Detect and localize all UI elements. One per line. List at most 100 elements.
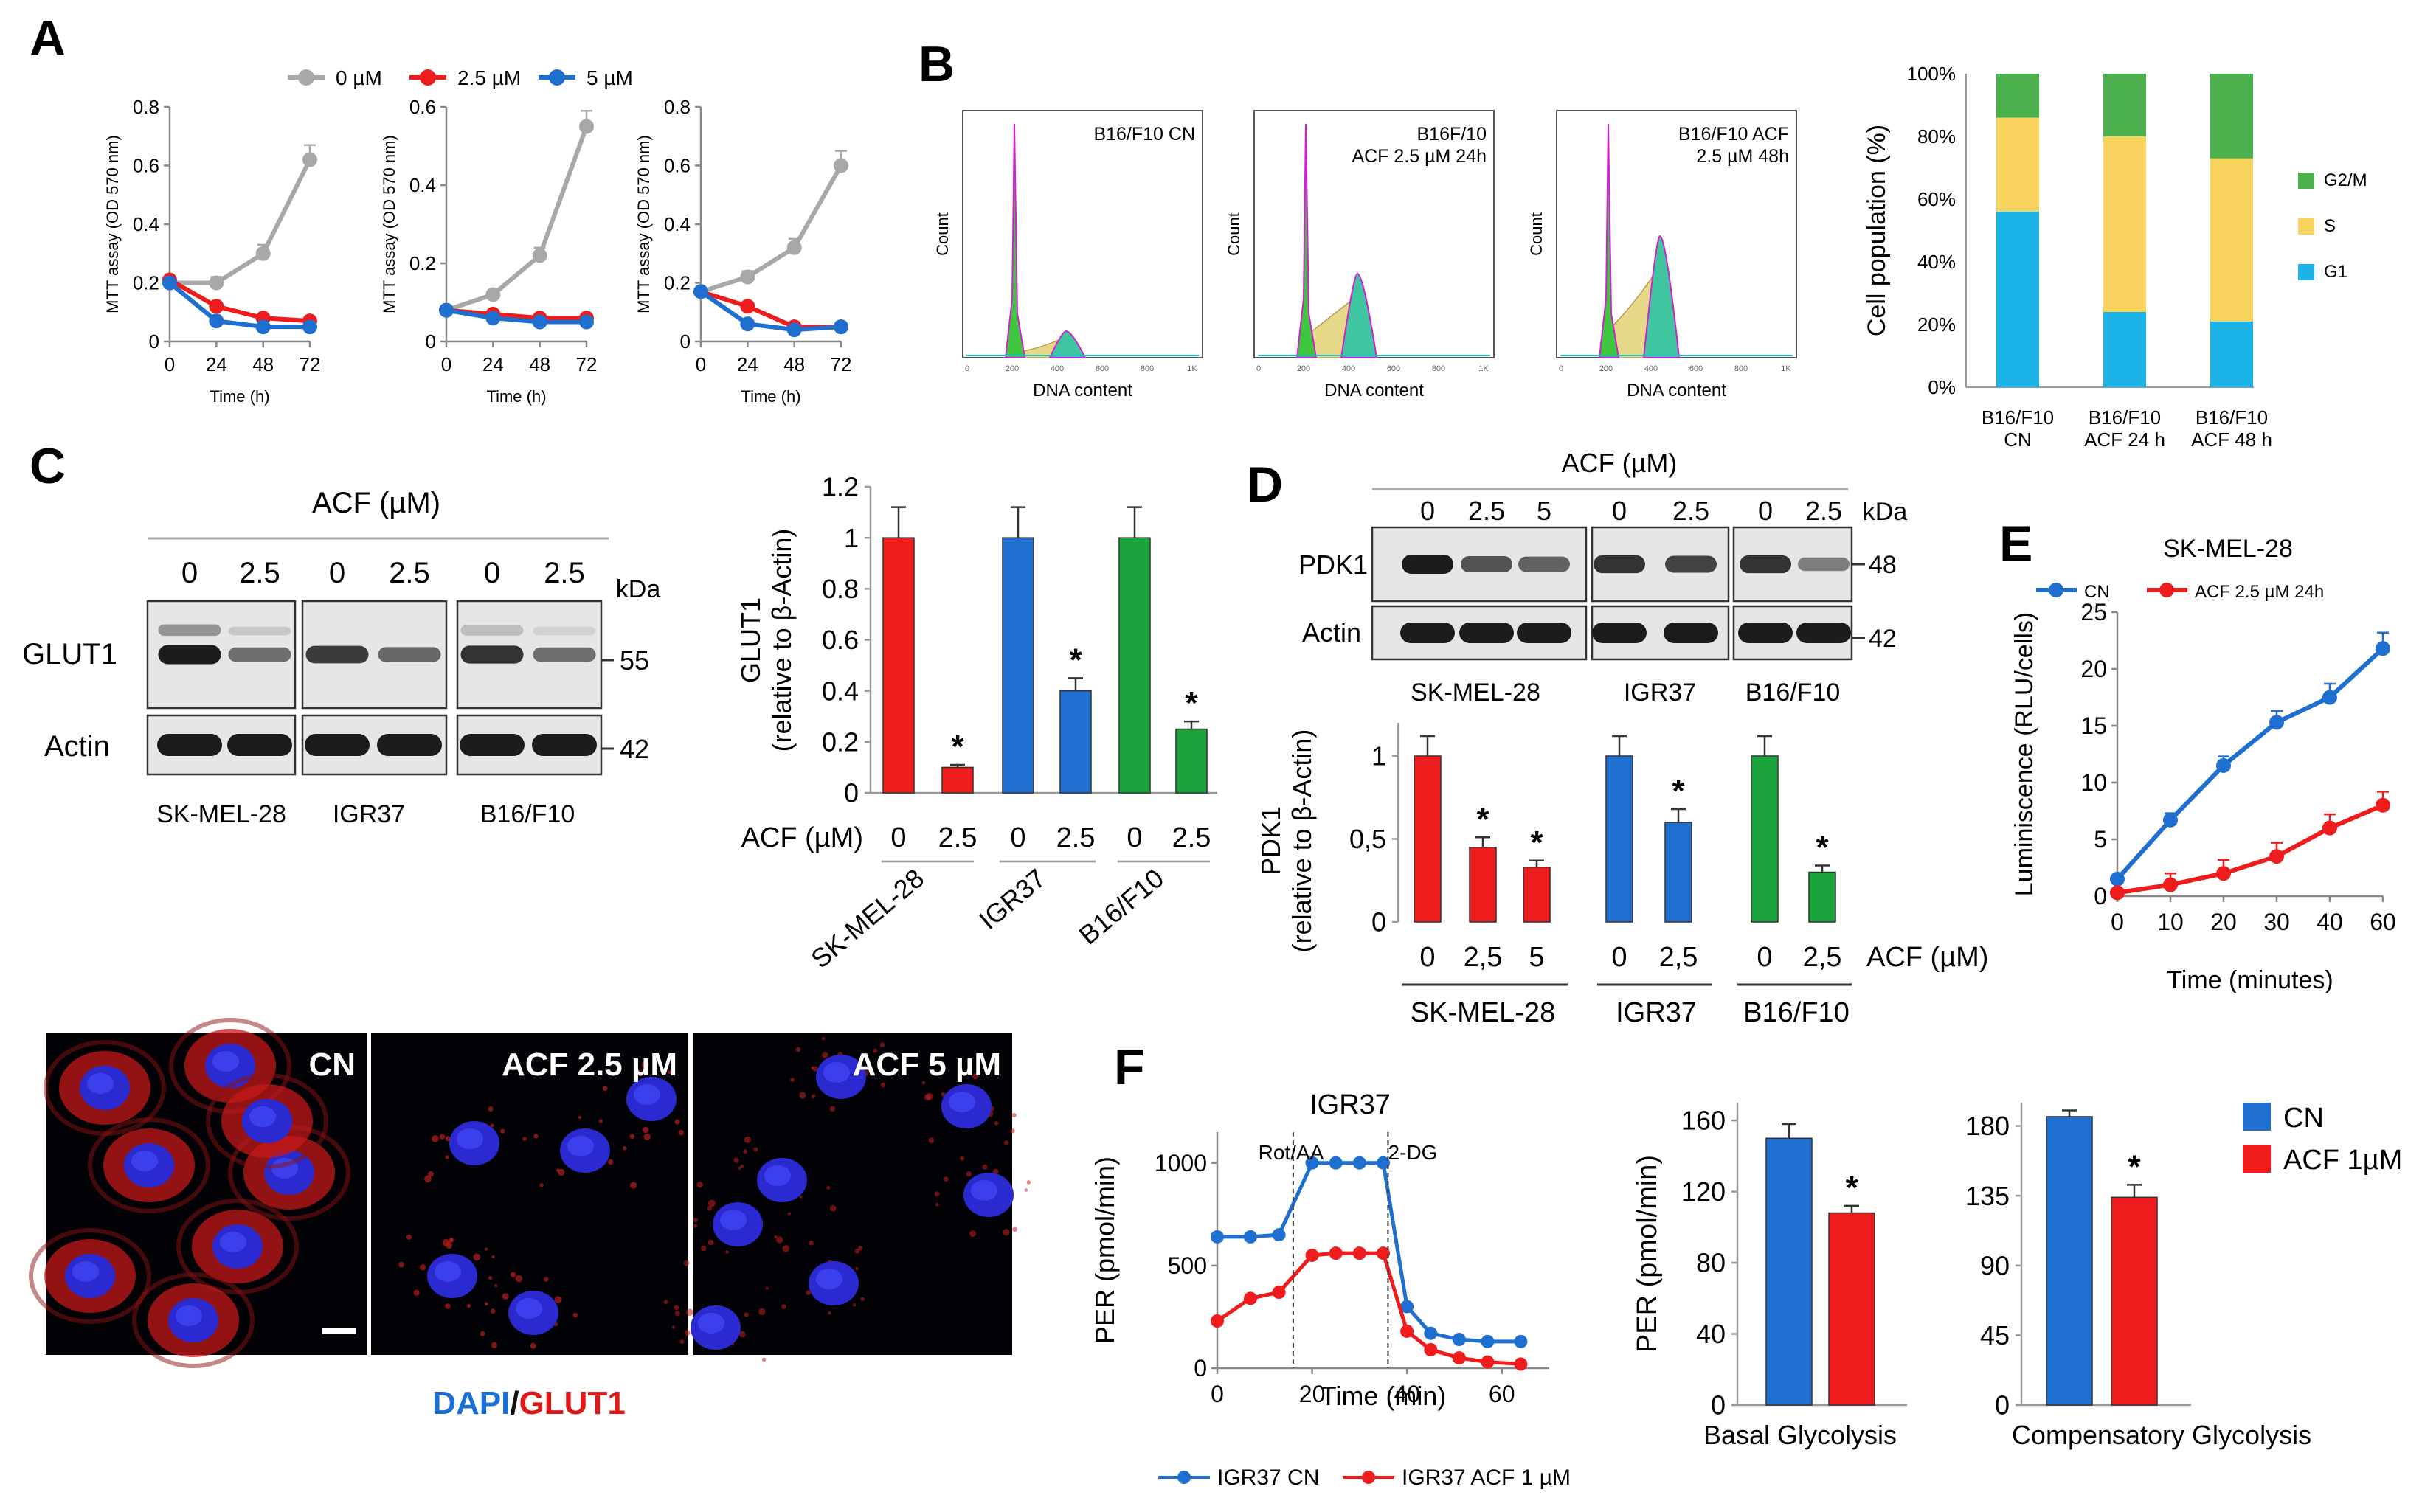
data-point	[693, 284, 708, 299]
glut1-speckle	[491, 1342, 497, 1348]
group-label: SK-MEL-28	[1411, 997, 1555, 1028]
marker-48: 48	[1869, 551, 1897, 579]
y-tick-label: 0.4	[409, 174, 436, 196]
glut1-speckle	[822, 1052, 828, 1058]
micrograph-label: ACF 2.5 µM	[502, 1047, 677, 1083]
group-label: IGR37	[973, 863, 1051, 935]
glut1-speckle	[707, 1239, 714, 1246]
glut1-speckle	[522, 1137, 527, 1141]
y-tick-label: 5	[2094, 826, 2107, 853]
x-tick-label: 2,5	[1659, 942, 1698, 973]
cell-line-label: IGR37	[1624, 679, 1696, 707]
glut1-speckle	[733, 1157, 739, 1163]
lane-label: 0	[181, 557, 198, 589]
nucleus-highlight	[176, 1305, 202, 1326]
blot-band	[305, 645, 369, 664]
significance-star: *	[1185, 685, 1198, 721]
glut1-speckle	[398, 1261, 404, 1268]
data-point	[579, 314, 594, 330]
glut1-speckle	[738, 1166, 741, 1171]
bar-1	[1469, 847, 1497, 923]
y-tick-label: 0.4	[664, 213, 691, 235]
x-tick-label: 72	[576, 353, 598, 375]
x-tick-label: 2,5	[1464, 942, 1503, 973]
x-tick-label: 60	[1489, 1381, 1515, 1407]
y-tick-label: 0	[844, 778, 859, 808]
bar-3	[1059, 690, 1092, 794]
data-point	[786, 322, 802, 338]
y-axis-label: PER (pmol/min)	[1090, 1156, 1120, 1344]
x-tick-label: 40	[2317, 909, 2343, 935]
bar-2	[1002, 537, 1034, 794]
glut1-speckle	[811, 1066, 814, 1070]
g2-peak	[1048, 330, 1087, 358]
histogram-title: B16/F10 ACF 2.5 µM 48h	[1678, 124, 1789, 167]
blot-group-3	[1732, 526, 1853, 661]
kda-label: kDa	[1863, 498, 1908, 526]
data-point	[1481, 1355, 1495, 1369]
glut1-speckle	[926, 1092, 933, 1100]
y-tick-label: 40%	[1917, 251, 1956, 273]
nucleus-highlight	[87, 1073, 114, 1094]
blot-band	[1740, 555, 1791, 574]
data-point	[2216, 866, 2231, 881]
bar-0	[1765, 1137, 1813, 1406]
histogram-title: B16/F10 CN	[1093, 124, 1195, 145]
glut1-speckle	[623, 1146, 627, 1151]
glut1-speckle	[510, 1272, 516, 1278]
bar-s-0	[1996, 117, 2039, 212]
blot-band	[305, 734, 370, 756]
glut1-speckle	[428, 1171, 434, 1177]
glut1-speckle	[558, 1168, 565, 1176]
data-point	[2269, 849, 2284, 864]
y-tick-label: 0.4	[822, 676, 859, 706]
cell-line-label: SK-MEL-28	[156, 800, 286, 828]
y-axis-label: Cell population (%)	[1863, 125, 1891, 336]
glut1-speckle	[799, 1195, 803, 1199]
marker-42: 42	[1869, 625, 1897, 653]
y-tick-label: 1.2	[822, 472, 859, 502]
histogram-3: 0 200 400 600 800 1K B16/F10 ACF 2.5 µM 48h Coun…	[1527, 110, 1797, 400]
glut1-speckle	[781, 1304, 786, 1309]
data-point	[1481, 1334, 1495, 1348]
blot-band	[227, 734, 292, 756]
glut1-speckle	[860, 1297, 865, 1301]
glut1-halo	[132, 1272, 255, 1368]
glut1-speckle	[935, 1202, 939, 1207]
scale-bar	[322, 1328, 356, 1334]
nucleus-highlight	[949, 1092, 975, 1112]
glut1-speckle	[873, 1048, 878, 1053]
glut1-speckle	[852, 1303, 857, 1307]
significance-star: *	[1476, 801, 1489, 837]
y-tick-label: 0.6	[409, 96, 436, 118]
x-tick-label: 40	[1394, 1381, 1420, 1407]
y-tick-label: 0.2	[664, 272, 691, 294]
data-point	[1244, 1291, 1257, 1305]
y-tick-label: 0.6	[822, 625, 859, 655]
glut1-speckle	[921, 1081, 926, 1085]
glut1-speckle	[445, 1303, 451, 1309]
histogram-frame	[962, 110, 1203, 358]
glut1-speckle	[1004, 1140, 1009, 1145]
cell-line-label: SK-MEL-28	[1411, 679, 1540, 707]
chart-title: SK-MEL-28	[2163, 535, 2293, 563]
row-label-actin: Actin	[1302, 617, 1361, 648]
x-tick-label: 10	[2157, 909, 2184, 935]
glut1-speckle	[466, 1303, 471, 1308]
series-line-0	[446, 125, 589, 313]
histogram-1: 0 200 400 600 800 1K B16/F10 CN Count DNA conten…	[933, 110, 1203, 400]
blot-band	[533, 647, 596, 662]
data-point	[1424, 1326, 1438, 1340]
legend-marker-cn	[2049, 583, 2063, 597]
bar-5	[1175, 728, 1208, 794]
data-point	[740, 316, 755, 332]
glut1-speckle	[473, 1253, 481, 1261]
x-tick-label: 24	[482, 353, 504, 375]
panel-label-c: C	[30, 438, 66, 494]
blot-band-upper	[228, 626, 291, 636]
glut1-speckle	[928, 1137, 935, 1144]
data-point	[1244, 1230, 1257, 1244]
blot-band	[158, 645, 221, 665]
blot-band-upper	[533, 626, 596, 636]
g1-peak	[1004, 123, 1026, 358]
